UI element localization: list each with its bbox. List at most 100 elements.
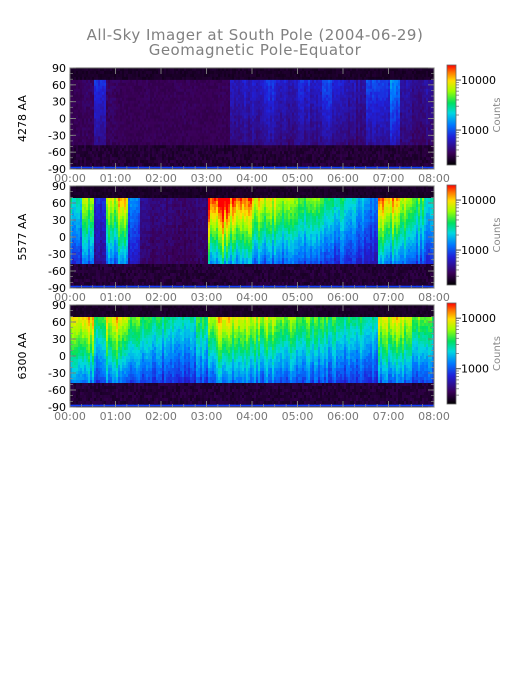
heatmap-cell <box>220 136 223 140</box>
heatmap-cell <box>268 121 271 125</box>
heatmap-cell <box>360 109 363 113</box>
heatmap-cell <box>332 97 335 102</box>
heatmap-cell <box>212 133 215 137</box>
heatmap-cell <box>144 148 147 152</box>
heatmap-cell <box>208 97 211 102</box>
heatmap-cell <box>156 127 159 131</box>
heatmap-cell <box>358 100 361 105</box>
heatmap-cell <box>172 70 175 75</box>
heatmap-cell <box>332 139 335 143</box>
heatmap-cell <box>312 70 315 75</box>
heatmap-cell <box>130 124 133 128</box>
heatmap-cell <box>268 163 271 167</box>
heatmap-cell <box>302 130 305 134</box>
heatmap-cell <box>328 91 331 96</box>
heatmap-cell <box>254 142 257 146</box>
heatmap-cell <box>150 91 153 96</box>
heatmap-cell <box>152 88 155 93</box>
heatmap-cell <box>180 106 183 110</box>
heatmap-cell <box>306 148 309 152</box>
heatmap-cell <box>142 160 145 164</box>
heatmap-cell <box>236 100 239 105</box>
heatmap-cell <box>164 139 167 143</box>
heatmap-cell <box>210 73 213 78</box>
heatmap-cell <box>160 79 163 84</box>
heatmap-cell <box>256 76 259 81</box>
heatmap-cell <box>138 103 141 108</box>
heatmap-cell <box>242 97 245 102</box>
heatmap-cell <box>206 112 209 116</box>
heatmap-cell <box>74 100 77 105</box>
heatmap-cell <box>252 118 255 122</box>
heatmap-cell <box>264 151 267 155</box>
heatmap-cell <box>210 157 213 161</box>
heatmap-cell <box>76 70 79 75</box>
heatmap-cell <box>242 160 245 164</box>
heatmap-cell <box>72 118 75 122</box>
heatmap-cell <box>108 136 111 140</box>
heatmap-cell <box>342 100 345 105</box>
heatmap-cell <box>236 115 239 119</box>
heatmap-cell <box>324 70 327 75</box>
heatmap-cell <box>342 103 345 108</box>
heatmap-cell <box>158 109 161 113</box>
heatmap-cell <box>362 76 365 81</box>
heatmap-cell <box>88 136 91 140</box>
heatmap-cell <box>144 103 147 108</box>
heatmap-cell <box>252 157 255 161</box>
heatmap-cell <box>130 136 133 140</box>
heatmap-cell <box>124 157 127 161</box>
heatmap-cell <box>190 68 193 72</box>
heatmap-cell <box>238 103 241 108</box>
heatmap-cell <box>304 85 307 90</box>
heatmap-cell <box>192 160 195 164</box>
heatmap-cell <box>104 97 107 102</box>
heatmap-cell <box>302 94 305 99</box>
heatmap-cell <box>140 88 143 93</box>
heatmap-cell <box>132 109 135 113</box>
heatmap-cell <box>164 82 167 87</box>
heatmap-cell <box>214 127 217 131</box>
heatmap-cell <box>214 157 217 161</box>
heatmap-cell <box>322 106 325 110</box>
heatmap-cell <box>226 163 229 167</box>
heatmap-cell <box>186 142 189 146</box>
heatmap-cell <box>164 85 167 90</box>
heatmap-cell <box>252 106 255 110</box>
heatmap-cell <box>144 112 147 116</box>
heatmap-cell <box>164 148 167 152</box>
heatmap-cell <box>264 139 267 143</box>
heatmap-cell <box>224 82 227 87</box>
heatmap-cell <box>74 91 77 96</box>
heatmap-cell <box>196 121 199 125</box>
heatmap-cell <box>146 91 149 96</box>
heatmap-cell <box>194 91 197 96</box>
heatmap-cell <box>324 94 327 99</box>
heatmap-cell <box>76 73 79 78</box>
heatmap-cell <box>362 109 365 113</box>
heatmap-cell <box>310 130 313 134</box>
heatmap-cell <box>124 139 127 143</box>
heatmap-cell <box>272 94 275 99</box>
heatmap-cell <box>126 118 129 122</box>
heatmap-cell <box>150 79 153 84</box>
heatmap-cell <box>300 112 303 116</box>
heatmap-cell <box>330 82 333 87</box>
heatmap-cell <box>106 130 109 134</box>
heatmap-cell <box>226 148 229 152</box>
heatmap-cell <box>170 68 173 72</box>
heatmap-cell <box>348 121 351 125</box>
heatmap-cell <box>222 76 225 81</box>
heatmap-cell <box>82 94 85 99</box>
heatmap-cell <box>80 118 83 122</box>
heatmap-cell <box>266 106 269 110</box>
heatmap-cell <box>118 163 121 167</box>
heatmap-cell <box>128 103 131 108</box>
heatmap-cell <box>178 118 181 122</box>
heatmap-cell <box>252 136 255 140</box>
heatmap-cell <box>250 124 253 128</box>
heatmap-cell <box>112 154 115 158</box>
heatmap-cell <box>142 118 145 122</box>
heatmap-cell <box>154 118 157 122</box>
heatmap-cell <box>258 106 261 110</box>
